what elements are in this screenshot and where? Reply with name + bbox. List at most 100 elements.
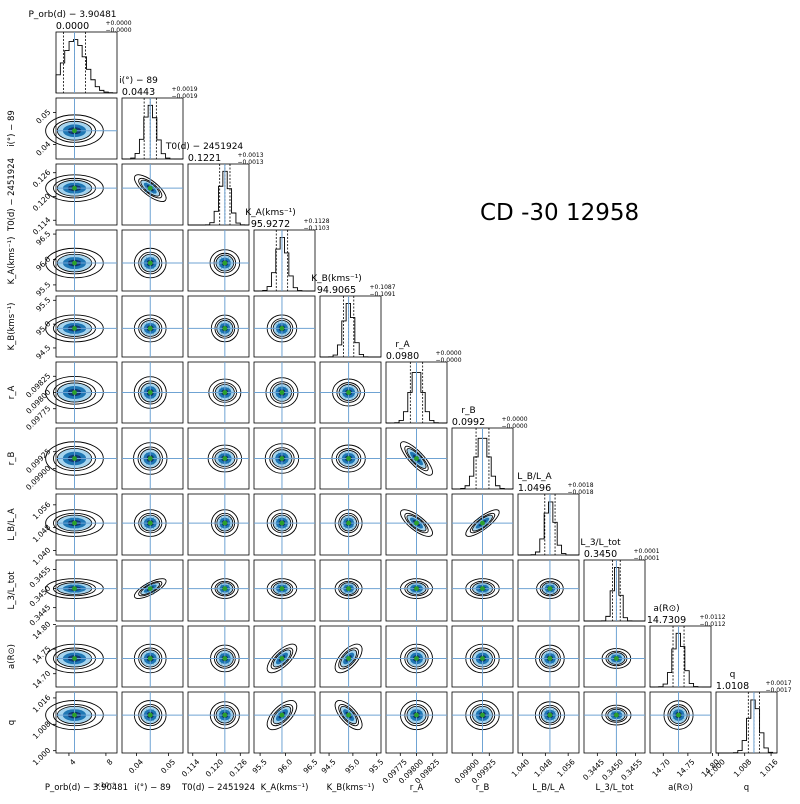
- center-point: [222, 260, 228, 266]
- param-err-plus-7: +0.0018: [568, 482, 594, 489]
- x-tick-label: 14.75: [675, 757, 697, 779]
- param-value-8: 0.3450: [584, 549, 617, 560]
- histogram-bars: [55, 39, 118, 94]
- param-title-9: a(R⊙): [653, 604, 679, 614]
- center-point: [222, 586, 228, 591]
- y-tick-label: 1.040: [31, 545, 53, 567]
- panel-8-6: [451, 559, 514, 622]
- x-offset-label: ×10⁻⁶: [95, 781, 115, 789]
- center-point: [72, 586, 77, 591]
- x-tick-label: 14.70: [650, 757, 672, 779]
- x-axis-label-0: P_orb(d) − 3.90481: [45, 783, 128, 793]
- center-point: [222, 656, 228, 661]
- center-point: [346, 456, 351, 461]
- param-title-7: L_B/L_A: [517, 472, 552, 482]
- param-err-plus-8: +0.0001: [634, 548, 660, 555]
- center-point: [222, 390, 228, 395]
- panel-10-4: [319, 691, 382, 754]
- x-tick-label: 0.04: [127, 757, 145, 775]
- param-title-6: r_B: [461, 406, 475, 416]
- contour-1p5sigma: [338, 647, 359, 670]
- panel-10-0: [45, 691, 118, 754]
- contour-1p5sigma: [270, 703, 294, 727]
- center-point: [147, 326, 153, 331]
- x-tick-label: 94.5: [320, 757, 338, 775]
- panel-frame: [583, 691, 646, 754]
- x-axis-label-7: L_B/L_A: [532, 783, 565, 793]
- center-point: [480, 712, 485, 718]
- y-axis-label-3: K_A(kms⁻¹): [7, 237, 17, 285]
- panel-3-0: [45, 229, 118, 292]
- center-point: [414, 712, 419, 718]
- x-tick-label: 0.126: [227, 757, 249, 779]
- panel-10-3: [253, 691, 316, 754]
- param-value-3: 95.9272: [251, 219, 290, 230]
- center-point: [147, 390, 153, 395]
- param-value-5: 0.0980: [386, 351, 419, 362]
- center-point: [279, 326, 285, 331]
- param-value-6: 0.0992: [452, 417, 485, 428]
- histogram-frame: [517, 493, 580, 556]
- contour-2sigma: [266, 643, 298, 674]
- histogram-frame: [253, 229, 316, 292]
- panel-10-1: [121, 691, 184, 754]
- center-point: [147, 260, 153, 266]
- x-axis-label-1: i(°) − 89: [134, 783, 171, 793]
- panel-8-5: [385, 559, 448, 622]
- panel-7-1: [121, 493, 184, 556]
- center-point: [222, 520, 228, 526]
- histogram-bars: [716, 699, 778, 754]
- center-point: [72, 390, 77, 395]
- panel-8-2: [187, 559, 250, 622]
- x-tick-label: 0.05: [159, 757, 177, 775]
- center-point: [279, 390, 285, 395]
- histogram-1: i(°) − 890.0443 +0.0019−0.0019: [119, 76, 198, 160]
- x-axis-7: 1.040 1.048 1.056 L_B/L_A: [510, 753, 577, 793]
- param-err-minus-9: −0.0112: [700, 621, 726, 628]
- param-err-plus-0: +0.0000: [106, 20, 132, 27]
- panel-9-2: [187, 625, 250, 688]
- center-point: [72, 260, 77, 266]
- param-err-plus-3: +0.1128: [304, 218, 330, 225]
- x-tick-label: 0.120: [204, 757, 226, 779]
- contour-2sigma: [465, 509, 500, 537]
- x-tick-label: 95.5: [367, 757, 385, 775]
- param-err-plus-4: +0.1087: [370, 284, 396, 291]
- panel-4-1: [121, 295, 184, 358]
- center-point: [147, 456, 153, 461]
- param-err-plus-5: +0.0000: [436, 350, 462, 357]
- panel-7-4: [319, 493, 382, 556]
- x-axis-label-4: K_B(kms⁻¹): [327, 783, 375, 793]
- histogram-bars: [320, 302, 381, 358]
- center-point: [72, 520, 77, 526]
- y-axis-1: 0.040.05i(°) − 89: [7, 107, 56, 158]
- center-point: [346, 520, 351, 526]
- x-tick-label: 95.5: [251, 757, 269, 775]
- center-point: [414, 520, 419, 526]
- y-tick-label: 1.048: [31, 523, 53, 545]
- contour-1p5sigma: [338, 703, 359, 727]
- panel-4-0: [45, 295, 118, 358]
- histogram-bars: [188, 170, 250, 226]
- panel-6-2: [187, 427, 250, 490]
- x-axis-0: 4 8 P_orb(d) − 3.90481×10⁻⁶: [45, 753, 128, 793]
- center-point: [676, 712, 681, 718]
- center-point: [279, 520, 285, 526]
- center-point: [147, 185, 153, 191]
- y-tick-label: 14.70: [31, 669, 53, 691]
- y-tick-label: 14.75: [31, 644, 53, 666]
- y-tick-label: 94.5: [34, 343, 52, 361]
- panel-6-0: [45, 427, 118, 490]
- x-tick-label: 0.3455: [619, 757, 644, 782]
- panel-9-3: [253, 625, 316, 688]
- panel-7-0: [45, 493, 118, 556]
- panel-5-2: [187, 361, 250, 424]
- panel-4-2: [187, 295, 250, 358]
- param-err-minus-10: −0.0017: [766, 687, 792, 694]
- param-err-minus-8: −0.0001: [634, 555, 660, 562]
